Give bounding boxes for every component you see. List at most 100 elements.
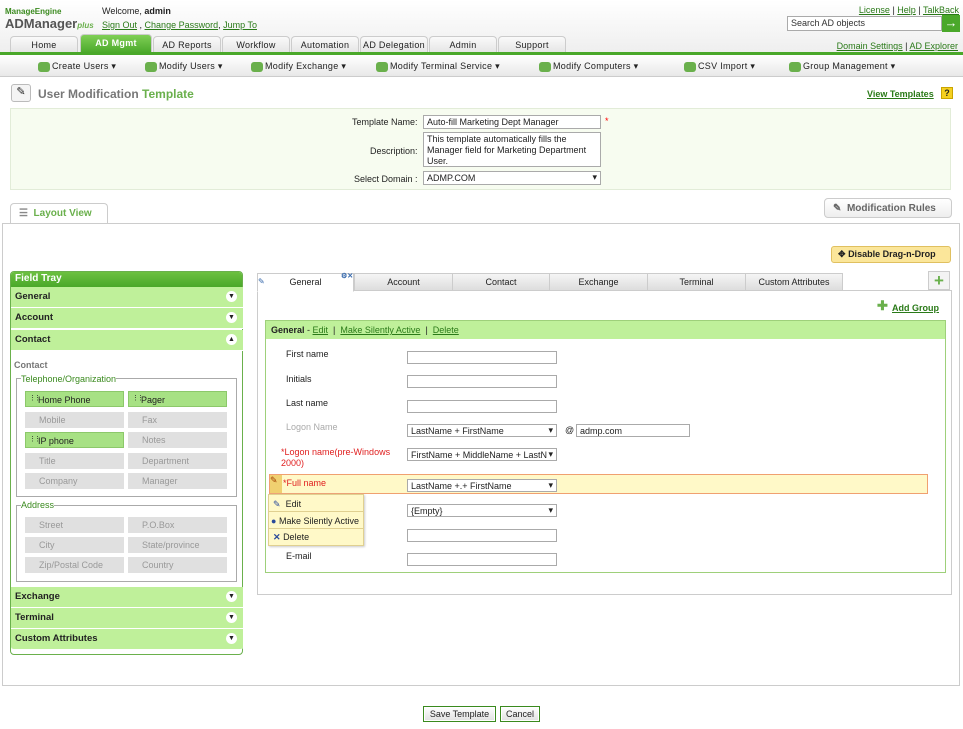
context-delete[interactable]: ✕ Delete <box>273 532 310 542</box>
logon-domain-input[interactable]: admp.com <box>576 424 690 437</box>
expand-icon: ▼ <box>226 633 237 644</box>
tab-home[interactable]: Home <box>10 36 78 53</box>
tray-section-general[interactable]: General ▼ <box>11 287 243 308</box>
domain-select[interactable]: ADMP.COM <box>423 171 601 185</box>
field-action-icon[interactable]: ✎ <box>270 475 282 493</box>
edit-tab-icon[interactable]: ✎ <box>258 277 265 286</box>
logon-name-select[interactable]: LastName + FirstName <box>407 424 557 437</box>
group-edit-link[interactable]: Edit <box>312 325 329 335</box>
logon-pre2000-label: *Logon name(pre-Windows 2000) <box>281 447 391 468</box>
selected-field-row <box>269 474 928 494</box>
license-link[interactable]: License <box>858 5 890 15</box>
csv-import-menu[interactable]: CSV Import ▾ <box>684 61 755 72</box>
tab-support[interactable]: Support <box>498 36 566 53</box>
tray-field[interactable]: Home Phone <box>25 391 124 407</box>
description-label: Description: <box>370 146 418 156</box>
template-name-input[interactable]: Auto-fill Marketing Dept Manager <box>423 115 601 129</box>
save-template-button[interactable]: Save Template <box>423 706 496 722</box>
field-input[interactable] <box>407 529 557 542</box>
tray-field: Title <box>25 453 124 469</box>
first-name-input[interactable] <box>407 351 557 364</box>
page-title: User Modification Template <box>38 87 194 101</box>
tab-ad-reports[interactable]: AD Reports <box>153 36 221 53</box>
full-name-select[interactable]: LastName +.+ FirstName <box>407 479 557 492</box>
add-group-link[interactable]: Add Group <box>892 303 939 313</box>
tray-section-contact[interactable]: Contact ▲ <box>11 330 243 351</box>
contact-heading: Contact <box>14 360 48 370</box>
expand-icon: ▼ <box>226 591 237 602</box>
tray-section-terminal[interactable]: Terminal ▼ <box>11 608 243 629</box>
tray-field: Mobile <box>25 412 124 428</box>
search-go-icon[interactable]: → <box>942 15 960 32</box>
required-marker: * <box>605 116 609 126</box>
tab-ad-delegation[interactable]: AD Delegation <box>360 36 428 53</box>
users-icon <box>145 61 157 72</box>
logon-pre2000-select[interactable]: FirstName + MiddleName + LastN <box>407 448 557 461</box>
form-tab-terminal[interactable]: Terminal <box>647 273 746 291</box>
jump-to-link[interactable]: Jump To <box>223 20 257 30</box>
tab-automation[interactable]: Automation <box>291 36 359 53</box>
modify-exchange-menu[interactable]: Modify Exchange ▾ <box>251 61 346 72</box>
context-menu: ✎ Edit ● Make Silently Active ✕ Delete <box>268 494 364 546</box>
initials-input[interactable] <box>407 375 557 388</box>
help-link[interactable]: Help <box>897 5 916 15</box>
remove-tab-icon[interactable]: ⚙✕ <box>341 273 354 280</box>
address-group <box>16 505 237 582</box>
cancel-button[interactable]: Cancel <box>500 706 540 722</box>
disable-drag-drop-button[interactable]: ✥ Disable Drag-n-Drop <box>831 246 951 263</box>
modify-computers-menu[interactable]: Modify Computers ▾ <box>539 61 638 72</box>
field-tray-title: Field Tray <box>11 272 242 287</box>
talkback-link[interactable]: TalkBack <box>922 5 959 15</box>
form-tab-exchange[interactable]: Exchange <box>549 273 648 291</box>
email-label: E-mail <box>286 551 312 561</box>
tray-field: Notes <box>128 432 227 448</box>
email-input[interactable] <box>407 553 557 566</box>
form-tab-custom-attributes[interactable]: Custom Attributes <box>745 273 843 291</box>
tray-section-account[interactable]: Account ▼ <box>11 308 243 329</box>
pencil-icon: ✎ <box>273 499 281 509</box>
modify-users-menu[interactable]: Modify Users ▾ <box>145 61 223 72</box>
group-management-menu[interactable]: Group Management ▾ <box>789 61 895 72</box>
tray-field: P.O.Box <box>128 517 227 533</box>
tray-section-exchange[interactable]: Exchange ▼ <box>11 587 243 608</box>
tab-workflow[interactable]: Workflow <box>222 36 290 53</box>
modify-terminal-menu[interactable]: Modify Terminal Service ▾ <box>376 61 500 72</box>
form-tab-contact[interactable]: Contact <box>452 273 550 291</box>
modification-rules-button[interactable]: ✎ Modification Rules <box>824 198 952 218</box>
add-tab-icon[interactable]: + <box>928 271 950 290</box>
telephone-group-label: Telephone/Organization <box>21 374 117 384</box>
tab-admin[interactable]: Admin <box>429 36 497 53</box>
field-select[interactable]: {Empty} <box>407 504 557 517</box>
group-silent-link[interactable]: Make Silently Active <box>340 325 421 335</box>
tray-section-custom-attributes[interactable]: Custom Attributes ▼ <box>11 629 243 650</box>
at-sign: @ <box>565 425 575 435</box>
search-input[interactable]: Search AD objects <box>787 16 942 31</box>
view-templates-link[interactable]: View Templates <box>867 89 934 99</box>
context-edit[interactable]: ✎ Edit <box>269 495 363 512</box>
ad-explorer-link[interactable]: AD Explorer <box>909 41 958 51</box>
help-icon[interactable]: ? <box>941 87 953 99</box>
description-textarea[interactable]: This template automatically fills the Ma… <box>423 132 601 167</box>
context-silent[interactable]: ● Make Silently Active <box>269 512 363 529</box>
layout-view-tab[interactable]: ☰ Layout View <box>10 203 108 224</box>
form-tab-account[interactable]: Account <box>354 273 453 291</box>
last-name-input[interactable] <box>407 400 557 413</box>
form-tab-general[interactable]: General <box>257 273 354 292</box>
expand-icon: ▼ <box>226 612 237 623</box>
domain-label: Select Domain : <box>354 174 418 184</box>
template-name-label: Template Name: <box>352 117 418 127</box>
tab-ad-mgmt[interactable]: AD Mgmt <box>80 34 152 53</box>
tray-field: Department <box>128 453 227 469</box>
group-delete-link[interactable]: Delete <box>432 325 459 335</box>
domain-settings-link[interactable]: Domain Settings <box>836 41 903 51</box>
sign-out-link[interactable]: Sign Out <box>102 20 138 30</box>
expand-icon: ▼ <box>226 291 237 302</box>
tray-field[interactable]: IP phone <box>25 432 124 448</box>
create-users-menu[interactable]: Create Users ▾ <box>38 61 116 72</box>
logon-name-label: Logon Name <box>286 422 338 432</box>
rules-icon: ✎ <box>833 203 842 214</box>
telephone-group <box>16 378 237 497</box>
change-password-link[interactable]: Change Password <box>144 20 219 30</box>
welcome: Welcome, admin <box>102 6 171 16</box>
tray-field[interactable]: Pager <box>128 391 227 407</box>
